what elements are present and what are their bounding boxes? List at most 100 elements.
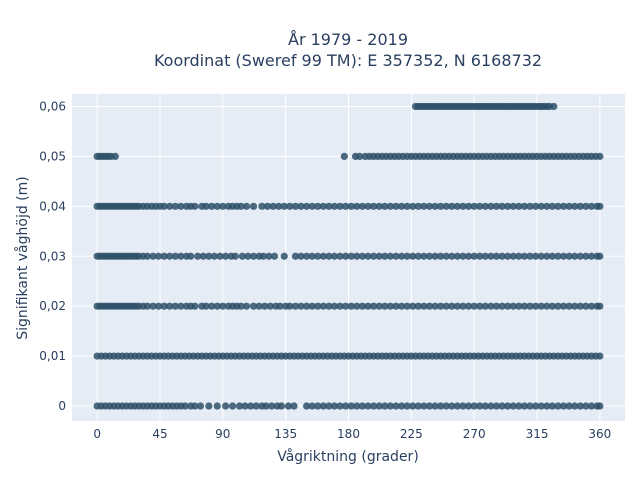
y-tick-label: 0,02: [39, 299, 66, 313]
data-point: [336, 202, 344, 210]
data-point: [375, 302, 383, 310]
data-point: [325, 302, 333, 310]
data-point: [319, 302, 327, 310]
data-point: [342, 402, 350, 410]
data-point: [336, 252, 344, 260]
data-point: [509, 202, 517, 210]
data-point: [291, 202, 300, 210]
data-point: [437, 252, 445, 260]
data-point: [277, 402, 286, 410]
data-point: [425, 302, 434, 310]
data-point: [487, 202, 495, 210]
data-point: [548, 202, 556, 210]
x-tick-label: 0: [93, 427, 101, 441]
x-axis-title: Vågriktning (grader): [277, 448, 419, 465]
data-point: [481, 302, 489, 310]
data-point: [370, 302, 378, 310]
data-point: [347, 302, 355, 310]
y-tick-label: 0,01: [39, 349, 66, 363]
data-point: [303, 202, 311, 210]
data-point: [532, 202, 540, 210]
data-point: [397, 202, 406, 210]
data-point: [403, 202, 411, 210]
data-point: [342, 302, 350, 310]
data-point: [420, 202, 428, 210]
data-point: [571, 302, 579, 310]
x-tick-label: 360: [588, 427, 611, 441]
data-point: [319, 202, 327, 210]
data-point: [242, 202, 251, 210]
data-point: [448, 202, 456, 210]
data-point: [537, 302, 545, 310]
data-point: [319, 402, 327, 410]
data-point: [237, 202, 245, 210]
y-axis-title: Signifikant våghöjd (m): [14, 176, 31, 339]
data-point: [520, 302, 529, 310]
data-point: [336, 302, 344, 310]
data-point: [276, 302, 284, 310]
data-point: [582, 252, 590, 260]
data-point: [319, 252, 327, 260]
data-point: [554, 252, 562, 260]
data-point: [481, 402, 489, 410]
data-point: [470, 302, 478, 310]
data-point: [375, 252, 383, 260]
data-point: [286, 302, 294, 310]
data-point: [409, 402, 417, 410]
x-tick-label: 135: [274, 427, 297, 441]
data-point: [375, 202, 383, 210]
data-point: [459, 202, 467, 210]
data-point: [381, 202, 389, 210]
data-point: [509, 252, 517, 260]
data-point: [509, 402, 517, 410]
data-point: [259, 252, 267, 260]
data-point: [143, 252, 152, 260]
data-point: [358, 202, 367, 210]
data-point: [280, 202, 288, 210]
data-point: [228, 402, 237, 410]
data-point: [403, 302, 411, 310]
data-point: [358, 402, 367, 410]
data-point: [397, 402, 406, 410]
data-point: [515, 302, 523, 310]
data-point: [582, 302, 590, 310]
data-point: [414, 252, 422, 260]
y-tick-label: 0: [58, 399, 66, 413]
data-point: [181, 402, 189, 410]
data-point: [520, 202, 529, 210]
data-point: [576, 252, 584, 260]
data-point: [520, 252, 529, 260]
data-point: [414, 302, 422, 310]
data-point: [268, 402, 276, 410]
data-point: [392, 202, 400, 210]
data-point: [397, 252, 406, 260]
data-point: [160, 302, 168, 310]
data-point: [191, 402, 199, 410]
data-point: [403, 402, 411, 410]
data-point: [314, 402, 322, 410]
data-point: [409, 302, 417, 310]
data-point: [314, 252, 322, 260]
data-point: [431, 402, 439, 410]
data-point: [219, 302, 227, 310]
data-point: [297, 252, 305, 260]
data-point: [237, 302, 245, 310]
x-tick-label: 225: [400, 427, 423, 441]
data-point: [353, 302, 361, 310]
data-point: [431, 302, 439, 310]
data-point: [222, 402, 230, 410]
data-point: [459, 402, 467, 410]
data-point: [481, 252, 489, 260]
data-point: [420, 302, 428, 310]
data-point: [325, 202, 333, 210]
data-point: [381, 302, 389, 310]
data-point: [448, 252, 456, 260]
data-point: [330, 252, 339, 260]
y-tick-label: 0,05: [39, 149, 66, 163]
data-point: [559, 202, 568, 210]
y-tick-labels: 0 0,01 0,02 0,03 0,04 0,05 0,06: [39, 99, 66, 413]
data-point: [537, 252, 545, 260]
data-point: [269, 202, 277, 210]
data-point: [342, 202, 350, 210]
data-point: [261, 302, 269, 310]
